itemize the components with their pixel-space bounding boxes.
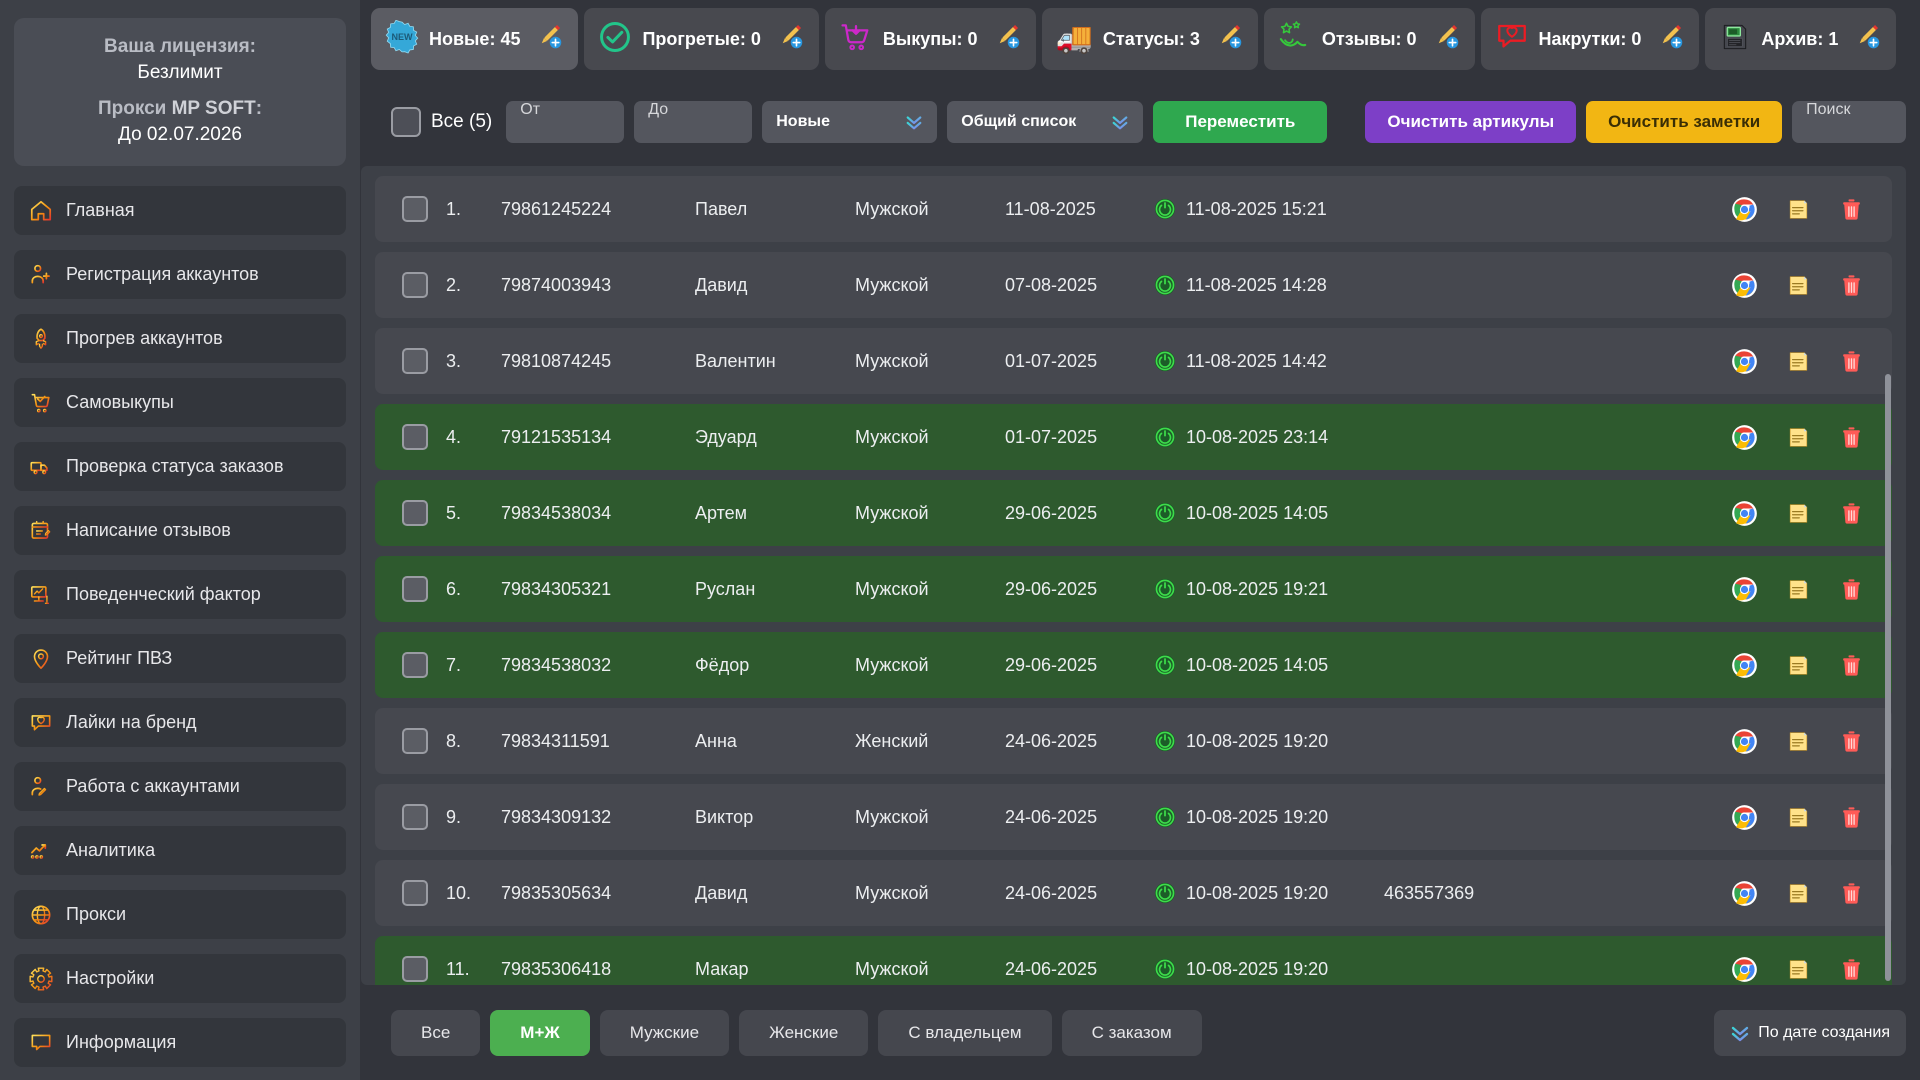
svg-text:NEW: NEW: [391, 32, 413, 42]
